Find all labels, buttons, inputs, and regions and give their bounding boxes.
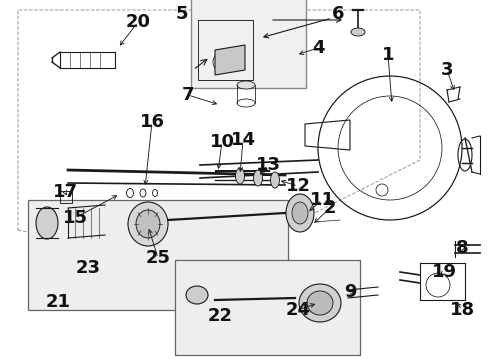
Text: 13: 13 xyxy=(255,156,280,174)
Bar xyxy=(198,20,253,80)
Text: 14: 14 xyxy=(230,131,255,149)
Text: 8: 8 xyxy=(456,239,468,257)
Ellipse shape xyxy=(286,194,314,232)
Text: 22: 22 xyxy=(207,307,232,325)
Text: 16: 16 xyxy=(140,113,165,131)
Text: 18: 18 xyxy=(449,301,474,319)
Text: 2: 2 xyxy=(324,199,336,217)
Polygon shape xyxy=(215,45,245,75)
Text: 20: 20 xyxy=(125,13,150,31)
Bar xyxy=(191,0,306,88)
Text: 23: 23 xyxy=(75,259,100,277)
Ellipse shape xyxy=(299,284,341,322)
Text: 24: 24 xyxy=(286,301,311,319)
Text: 17: 17 xyxy=(52,183,77,201)
Text: 5: 5 xyxy=(176,5,188,23)
Ellipse shape xyxy=(270,172,279,188)
Text: 15: 15 xyxy=(63,209,88,227)
Text: 4: 4 xyxy=(312,39,324,57)
Ellipse shape xyxy=(253,170,263,186)
Ellipse shape xyxy=(36,207,58,239)
Ellipse shape xyxy=(128,202,168,246)
Text: 9: 9 xyxy=(344,283,356,301)
Text: 10: 10 xyxy=(210,133,235,151)
Text: 25: 25 xyxy=(146,249,171,267)
Ellipse shape xyxy=(351,28,365,36)
Bar xyxy=(175,260,360,355)
Text: 7: 7 xyxy=(182,86,194,104)
Ellipse shape xyxy=(236,168,245,184)
Ellipse shape xyxy=(136,210,160,238)
Text: 12: 12 xyxy=(286,177,311,195)
Ellipse shape xyxy=(186,286,208,304)
Text: 6: 6 xyxy=(332,5,344,23)
Text: 19: 19 xyxy=(432,263,457,281)
Ellipse shape xyxy=(237,81,255,89)
Bar xyxy=(60,191,72,203)
Text: 11: 11 xyxy=(310,191,335,209)
Ellipse shape xyxy=(307,291,333,315)
Text: 1: 1 xyxy=(382,46,394,64)
Text: 3: 3 xyxy=(441,61,453,79)
Ellipse shape xyxy=(292,202,308,224)
Bar xyxy=(28,200,288,310)
Text: 21: 21 xyxy=(46,293,71,311)
